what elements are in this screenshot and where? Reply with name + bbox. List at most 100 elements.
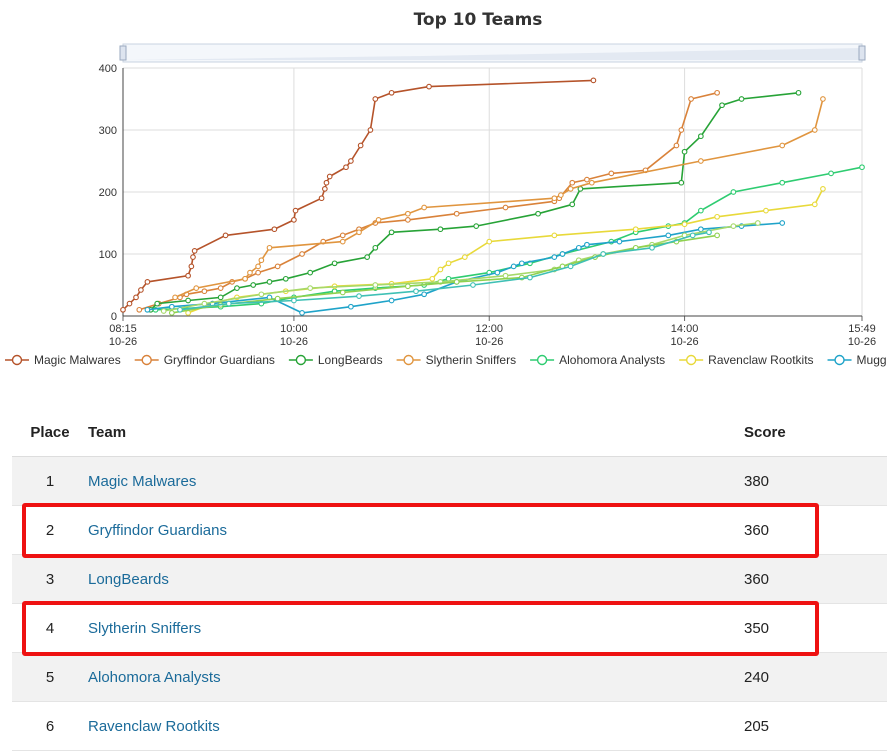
- legend-item[interactable]: Muggle-I: [827, 353, 887, 367]
- data-point: [429, 275, 436, 282]
- data-point: [730, 189, 737, 195]
- data-point: [348, 158, 354, 164]
- data-point: [453, 279, 460, 285]
- legend-label: Ravenclaw Rootkits: [708, 353, 813, 367]
- score-cell: 380: [744, 456, 887, 506]
- data-point: [779, 179, 786, 186]
- legend-item[interactable]: Gryffindor Guardians: [134, 353, 275, 367]
- data-point: [616, 238, 623, 245]
- team-link[interactable]: LongBeards: [88, 570, 169, 588]
- data-point: [600, 251, 607, 257]
- data-point: [266, 244, 273, 251]
- data-point: [291, 217, 297, 223]
- data-point: [274, 263, 281, 270]
- legend-item[interactable]: LongBeards: [288, 353, 383, 367]
- data-point: [372, 96, 379, 102]
- place-column-header: Place: [12, 408, 88, 457]
- y-tick-label: 400: [99, 63, 117, 75]
- team-cell: LongBeards: [88, 554, 744, 604]
- data-point: [234, 285, 240, 291]
- data-point: [779, 220, 786, 226]
- x-tick-sublabel: 10-26: [280, 336, 308, 348]
- data-point: [421, 204, 427, 211]
- y-tick-label: 0: [111, 311, 117, 323]
- zoom-handle-left[interactable]: [119, 45, 127, 61]
- data-point: [136, 306, 143, 313]
- zoom-slider[interactable]: [119, 43, 866, 63]
- data-point: [649, 244, 655, 251]
- legend-label: Magic Malwares: [34, 353, 121, 367]
- series-2: [147, 89, 802, 313]
- table-row: 6 Ravenclaw Rootkits 205: [12, 701, 887, 751]
- data-point: [160, 308, 167, 314]
- data-point: [321, 186, 328, 192]
- data-point: [222, 232, 229, 239]
- data-point: [510, 263, 517, 270]
- data-point: [356, 229, 362, 236]
- x-tick-sublabel: 10-26: [848, 336, 876, 348]
- data-point: [388, 297, 395, 304]
- data-point: [453, 210, 460, 217]
- series-line: [163, 222, 758, 312]
- legend-marker: [11, 354, 23, 366]
- data-point: [569, 179, 576, 186]
- data-point: [567, 186, 574, 192]
- data-point: [426, 83, 432, 90]
- data-point: [217, 294, 224, 301]
- data-point: [372, 282, 379, 288]
- legend-marker: [295, 354, 307, 366]
- data-point: [323, 179, 330, 186]
- data-point: [291, 297, 297, 304]
- data-point: [282, 275, 289, 282]
- chart-title: Top 10 Teams: [413, 10, 543, 30]
- y-tick-label: 200: [99, 187, 117, 199]
- legend-item[interactable]: Slytherin Sniffers: [396, 353, 517, 367]
- team-link[interactable]: Ravenclaw Rootkits: [88, 717, 220, 735]
- score-cell: 350: [744, 603, 887, 653]
- place-cell: 1: [12, 456, 88, 506]
- legend-marker: [403, 354, 414, 366]
- data-point: [307, 285, 314, 291]
- data-point: [632, 226, 639, 233]
- team-link[interactable]: Slytherin Sniffers: [88, 619, 202, 637]
- zoom-handle-right[interactable]: [858, 45, 866, 61]
- data-point: [421, 291, 427, 298]
- legend-item[interactable]: Ravenclaw Rootkits: [679, 353, 814, 367]
- legend-label: Muggle-I: [857, 353, 887, 367]
- team-link[interactable]: Magic Malwares: [88, 472, 197, 490]
- legend-label: Gryffindor Guardians: [164, 353, 275, 367]
- data-point: [558, 192, 564, 198]
- table-row: 1 Magic Malwares 380: [12, 456, 887, 506]
- data-point: [811, 127, 818, 133]
- legend-item[interactable]: Alohomora Analysts: [530, 353, 665, 367]
- team-cell: Magic Malwares: [88, 456, 744, 506]
- data-point: [168, 310, 175, 316]
- data-point: [473, 223, 480, 229]
- data-point: [665, 232, 672, 239]
- series-6: [144, 220, 786, 316]
- data-point: [405, 217, 411, 223]
- data-point: [698, 158, 704, 164]
- place-cell: 2: [12, 505, 88, 555]
- data-point: [201, 300, 208, 307]
- series-line: [179, 231, 710, 311]
- data-point: [698, 133, 704, 140]
- data-point: [714, 232, 720, 239]
- data-point: [185, 310, 191, 316]
- data-point: [706, 229, 712, 236]
- legend-item[interactable]: Magic Malwares: [5, 353, 121, 367]
- team-link[interactable]: Alohomora Analysts: [88, 668, 221, 686]
- data-point: [763, 207, 769, 214]
- zoom-slider-preview: [123, 48, 862, 60]
- team-link[interactable]: Gryffindor Guardians: [88, 521, 227, 539]
- score-cell: 360: [744, 505, 887, 555]
- data-point: [258, 257, 265, 264]
- data-point: [714, 213, 720, 220]
- legend-label: LongBeards: [318, 353, 383, 367]
- team-cell: Slytherin Sniffers: [88, 603, 744, 653]
- data-point: [698, 226, 704, 233]
- table-row: 2 Gryffindor Guardians 360: [12, 505, 887, 555]
- data-point: [188, 263, 195, 270]
- data-point: [133, 294, 139, 301]
- data-point: [584, 176, 590, 183]
